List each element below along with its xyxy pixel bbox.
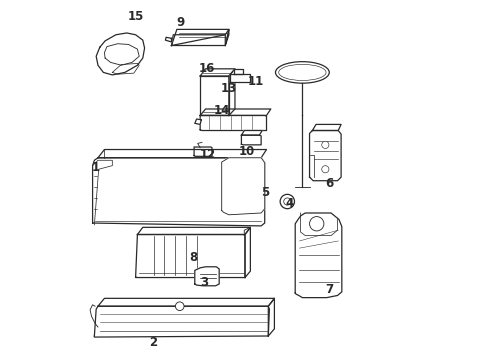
Circle shape bbox=[280, 194, 294, 209]
Polygon shape bbox=[172, 35, 225, 45]
Polygon shape bbox=[172, 30, 229, 45]
Polygon shape bbox=[93, 158, 265, 226]
Polygon shape bbox=[225, 30, 229, 45]
Text: 15: 15 bbox=[127, 10, 144, 23]
Polygon shape bbox=[200, 109, 271, 116]
Circle shape bbox=[322, 141, 329, 148]
Polygon shape bbox=[310, 131, 341, 181]
Polygon shape bbox=[229, 69, 235, 116]
Text: 14: 14 bbox=[214, 104, 230, 117]
Polygon shape bbox=[98, 149, 267, 158]
Polygon shape bbox=[166, 37, 171, 42]
Circle shape bbox=[310, 217, 324, 231]
Text: 3: 3 bbox=[200, 276, 208, 289]
Polygon shape bbox=[245, 227, 250, 278]
Text: 1: 1 bbox=[92, 161, 100, 174]
Polygon shape bbox=[136, 234, 245, 278]
Circle shape bbox=[322, 166, 329, 173]
Text: 13: 13 bbox=[220, 82, 237, 95]
Polygon shape bbox=[200, 76, 229, 116]
Circle shape bbox=[284, 198, 291, 205]
Polygon shape bbox=[221, 158, 265, 215]
Polygon shape bbox=[98, 298, 274, 306]
Text: 9: 9 bbox=[176, 16, 185, 29]
Polygon shape bbox=[269, 298, 274, 336]
Polygon shape bbox=[96, 33, 145, 75]
Polygon shape bbox=[200, 69, 235, 76]
Polygon shape bbox=[313, 125, 341, 131]
Text: 6: 6 bbox=[325, 177, 333, 190]
Polygon shape bbox=[234, 69, 243, 74]
Text: 10: 10 bbox=[239, 145, 255, 158]
Polygon shape bbox=[230, 74, 250, 82]
Text: 11: 11 bbox=[247, 75, 264, 88]
Polygon shape bbox=[194, 147, 212, 156]
Polygon shape bbox=[95, 306, 270, 337]
Text: 12: 12 bbox=[199, 148, 216, 161]
Polygon shape bbox=[242, 131, 262, 135]
Polygon shape bbox=[195, 119, 201, 125]
Text: 5: 5 bbox=[261, 186, 269, 199]
Polygon shape bbox=[137, 227, 250, 234]
Polygon shape bbox=[195, 267, 219, 286]
Ellipse shape bbox=[275, 62, 329, 83]
Text: 7: 7 bbox=[325, 283, 333, 296]
Text: 4: 4 bbox=[286, 197, 294, 210]
Text: 16: 16 bbox=[199, 62, 216, 75]
Text: 8: 8 bbox=[189, 251, 197, 264]
Text: 2: 2 bbox=[149, 336, 158, 348]
Polygon shape bbox=[242, 135, 261, 145]
Polygon shape bbox=[200, 116, 267, 131]
Circle shape bbox=[175, 302, 184, 311]
Polygon shape bbox=[295, 213, 342, 298]
